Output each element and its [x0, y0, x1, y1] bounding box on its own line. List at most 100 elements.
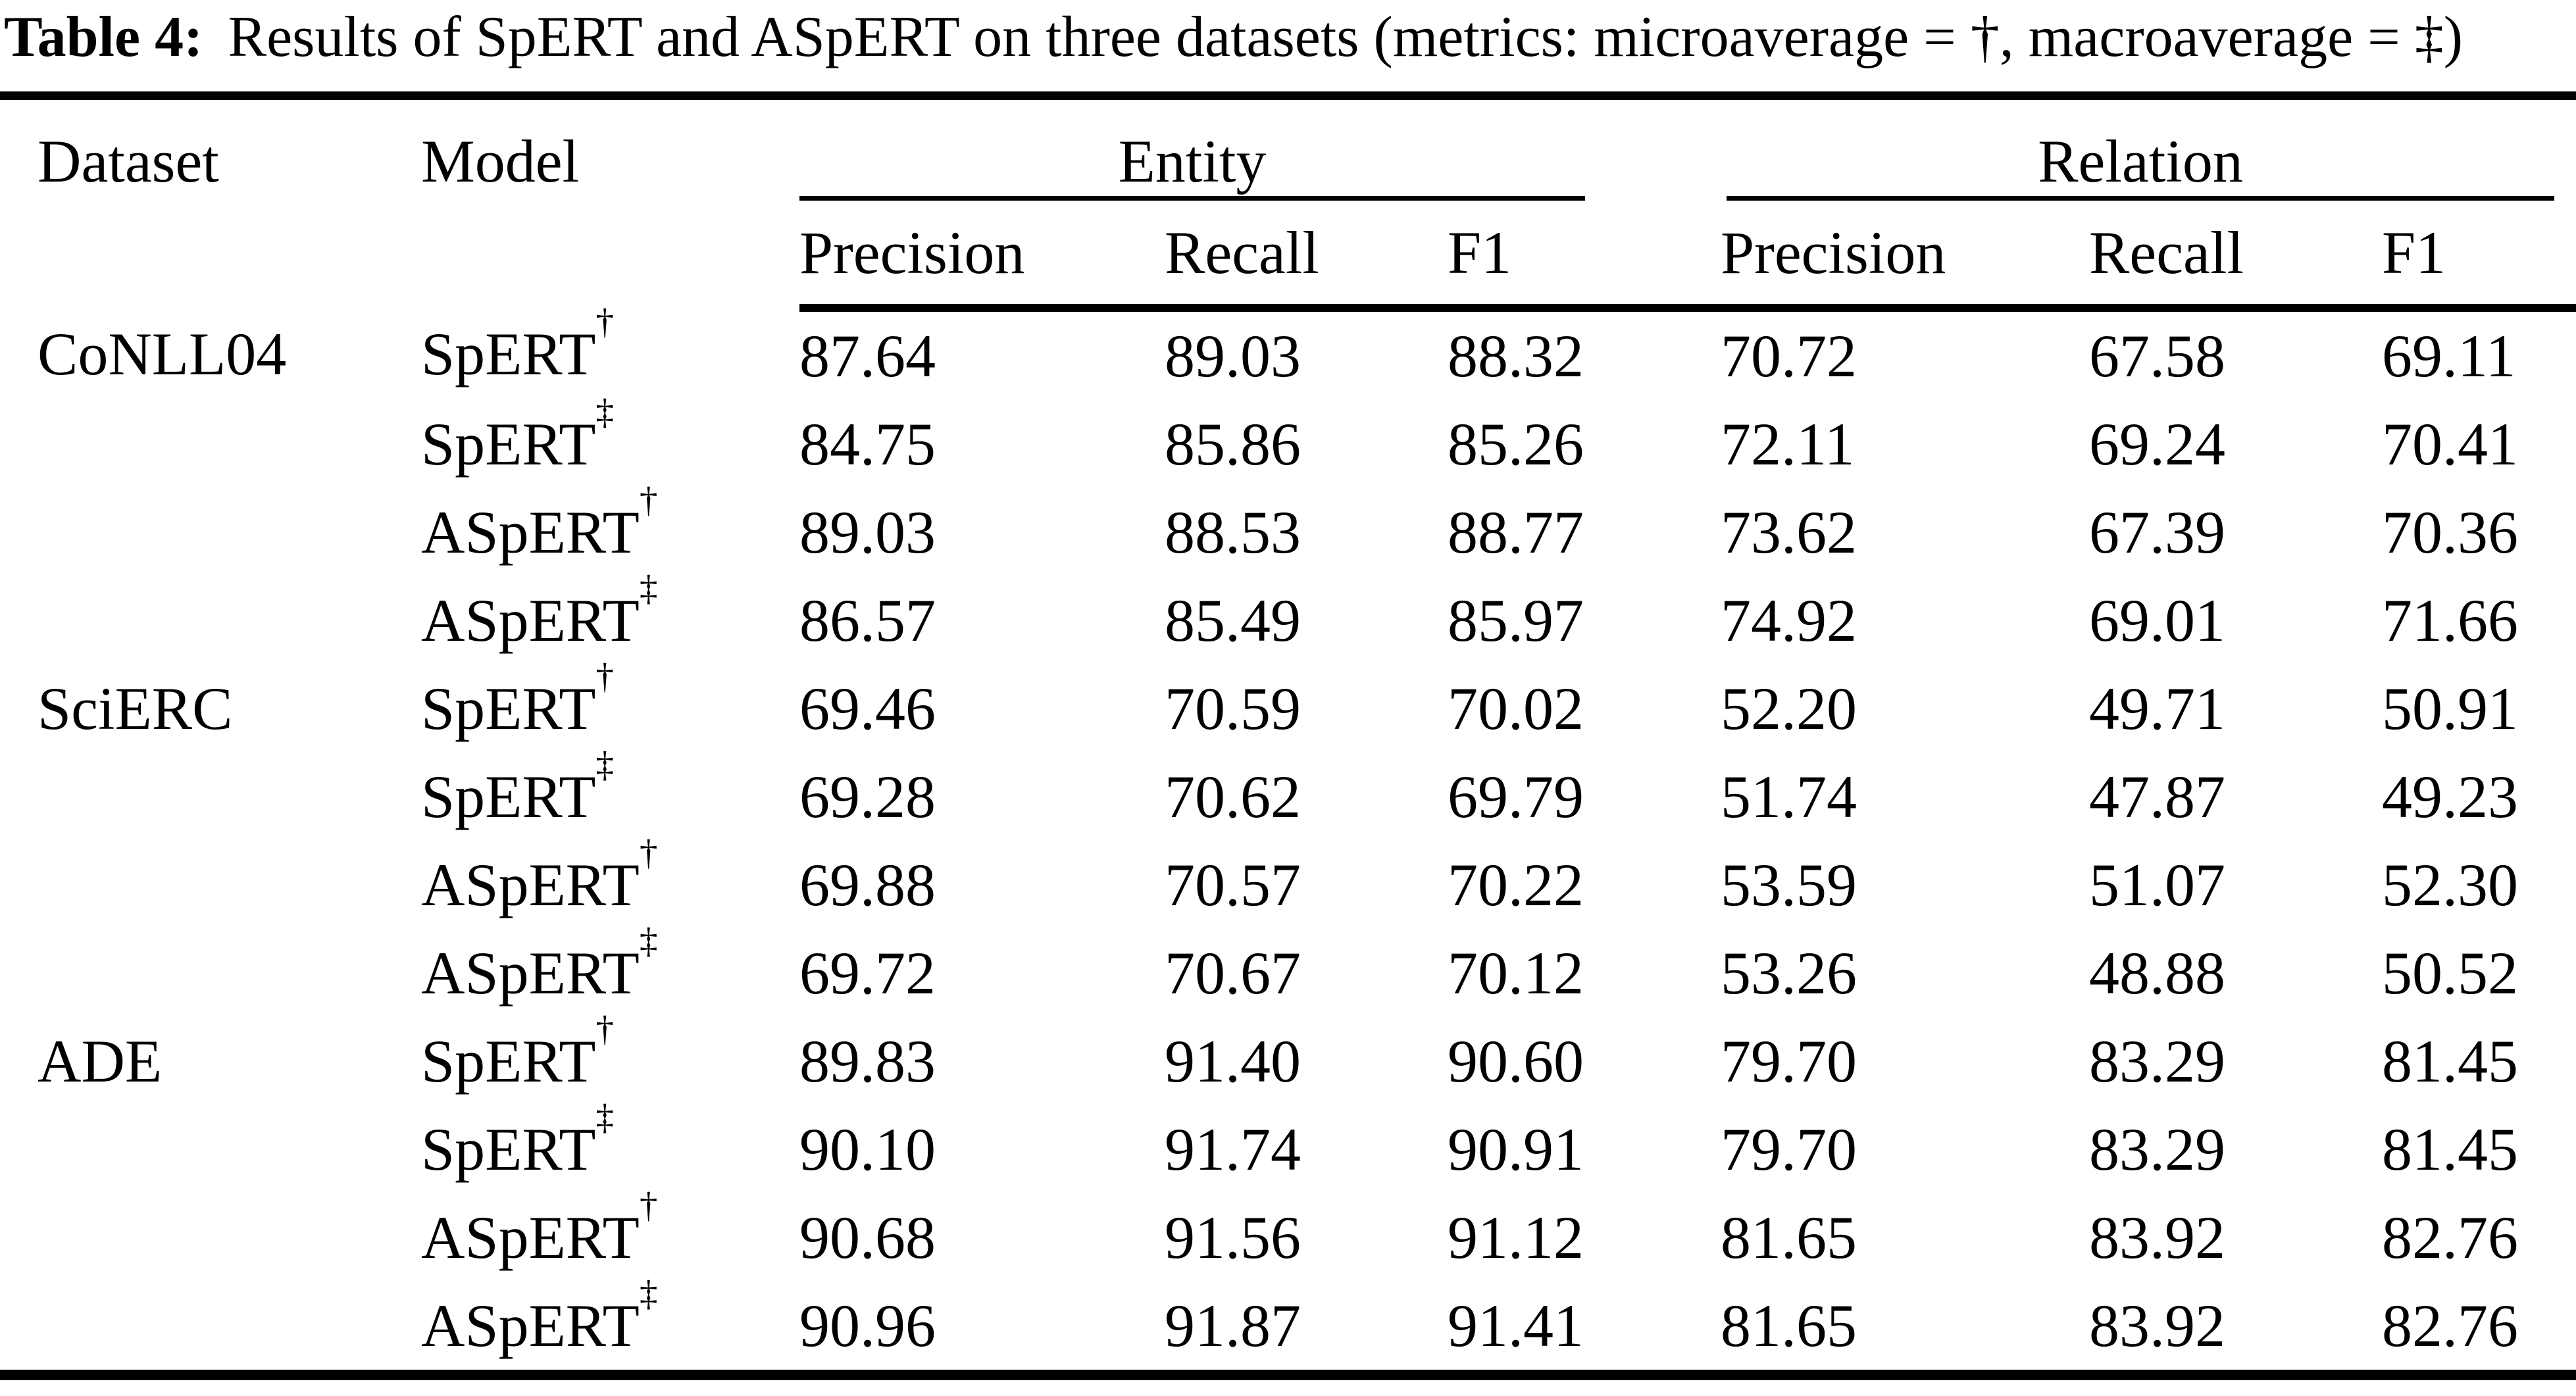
value-cell: 52.20	[1721, 675, 1857, 742]
value-cell: 91.56	[1165, 1204, 1301, 1271]
value-cell: 69.01	[2089, 587, 2226, 654]
dataset-cell	[0, 1193, 421, 1282]
value-cell: 82.76	[2382, 1204, 2519, 1271]
metric-marker: ‡	[639, 920, 658, 960]
value-cell: 48.88	[2089, 939, 2226, 1007]
value-cell: 53.59	[1721, 851, 1857, 918]
table-row: CoNLL04 SpERT† 87.64 89.03 88.32 70.72 67.58 69…	[0, 303, 2576, 400]
value-cell: 52.30	[2382, 851, 2519, 918]
model-name: SpERT	[421, 411, 596, 478]
model-cell: ASpERT‡	[421, 922, 799, 1017]
value-cell: 79.70	[1721, 1116, 1857, 1183]
results-table: Dataset Model Entity Relation Precision …	[0, 91, 2576, 1380]
model-name: ASpERT	[421, 1204, 640, 1271]
value-cell: 69.79	[1448, 763, 1584, 830]
value-cell: 90.10	[799, 1116, 936, 1183]
value-cell: 70.41	[2382, 411, 2519, 478]
relation-group-label: Relation	[1727, 100, 2555, 201]
model-cell: SpERT†	[421, 658, 799, 753]
dataset-cell	[0, 753, 421, 841]
column-header-entity-recall: Recall	[1165, 201, 1448, 312]
model-name: SpERT	[421, 1028, 596, 1095]
table-row: ASpERT† 89.03 88.53 88.77 73.62 67.39 70.36	[0, 482, 2576, 576]
value-cell: 50.52	[2382, 939, 2519, 1007]
metric-marker: †	[595, 1008, 614, 1049]
value-cell: 84.75	[799, 411, 936, 478]
value-cell: 47.87	[2089, 763, 2226, 830]
value-cell: 89.03	[1165, 322, 1301, 389]
caption-text: Results of SpERT and ASpERT on three dat…	[228, 5, 2463, 69]
column-group-entity: Entity	[799, 96, 1721, 201]
value-cell: 85.26	[1448, 411, 1584, 478]
metric-marker: ‡	[595, 1096, 614, 1137]
value-cell: 81.45	[2382, 1028, 2519, 1095]
value-cell: 69.11	[2382, 322, 2516, 389]
column-group-relation: Relation	[1721, 96, 2576, 201]
value-cell: 49.23	[2382, 763, 2519, 830]
entity-group-label: Entity	[799, 100, 1586, 201]
value-cell: 70.12	[1448, 939, 1584, 1007]
metric-marker: †	[639, 479, 658, 520]
model-name: ASpERT	[421, 851, 640, 918]
metric-marker: ‡	[595, 743, 614, 784]
value-cell: 89.83	[799, 1028, 936, 1095]
value-cell: 86.57	[799, 587, 936, 654]
metric-marker: †	[595, 301, 614, 341]
dataset-cell: SciERC	[38, 675, 233, 742]
model-cell: ASpERT‡	[421, 1275, 799, 1375]
value-cell: 81.65	[1721, 1292, 1857, 1359]
value-cell: 83.92	[2089, 1204, 2226, 1271]
column-header-entity-f1: F1	[1448, 201, 1721, 312]
table-body: CoNLL04 SpERT† 87.64 89.03 88.32 70.72 67.58 69…	[0, 303, 2576, 1375]
metric-marker: ‡	[639, 567, 658, 608]
table-row: ASpERT† 90.68 91.56 91.12 81.65 83.92 82.76	[0, 1187, 2576, 1282]
table-header: Dataset Model Entity Relation Precision …	[0, 96, 2576, 312]
value-cell: 53.26	[1721, 939, 1857, 1007]
value-cell: 51.74	[1721, 763, 1857, 830]
model-cell: SpERT†	[421, 1010, 799, 1105]
value-cell: 87.64	[799, 322, 936, 389]
metric-marker: †	[639, 1184, 658, 1225]
metric-marker: ‡	[639, 1272, 658, 1313]
table-row: ASpERT‡ 69.72 70.67 70.12 53.26 48.88 50.52	[0, 922, 2576, 1017]
model-name: ASpERT	[421, 587, 640, 654]
value-cell: 51.07	[2089, 851, 2226, 918]
model-cell: SpERT‡	[421, 1099, 799, 1193]
value-cell: 88.53	[1165, 499, 1301, 566]
value-cell: 69.72	[799, 939, 936, 1007]
column-header-entity-precision: Precision	[799, 201, 1165, 312]
value-cell: 69.46	[799, 675, 936, 742]
value-cell: 85.49	[1165, 587, 1301, 654]
model-cell: ASpERT†	[421, 1187, 799, 1282]
value-cell: 49.71	[2089, 675, 2226, 742]
table-row: SpERT‡ 69.28 70.62 69.79 51.74 47.87 49.23	[0, 746, 2576, 841]
value-cell: 90.91	[1448, 1116, 1584, 1183]
model-cell: SpERT‡	[421, 393, 799, 488]
dataset-cell	[0, 400, 421, 488]
value-cell: 85.97	[1448, 587, 1584, 654]
metric-marker: †	[639, 832, 658, 872]
value-cell: 50.91	[2382, 675, 2519, 742]
value-cell: 71.66	[2382, 587, 2519, 654]
value-cell: 70.36	[2382, 499, 2519, 566]
table-row: SpERT‡ 84.75 85.86 85.26 72.11 69.24 70.41	[0, 393, 2576, 488]
value-cell: 70.22	[1448, 851, 1584, 918]
model-cell: SpERT‡	[421, 746, 799, 841]
model-cell: ASpERT‡	[421, 570, 799, 664]
value-cell: 90.68	[799, 1204, 936, 1271]
value-cell: 90.96	[799, 1292, 936, 1359]
value-cell: 89.03	[799, 499, 936, 566]
model-name: ASpERT	[421, 939, 640, 1007]
value-cell: 85.86	[1165, 411, 1301, 478]
value-cell: 74.92	[1721, 587, 1857, 654]
dataset-cell	[0, 1105, 421, 1193]
value-cell: 91.87	[1165, 1292, 1301, 1359]
table-row: SpERT‡ 90.10 91.74 90.91 79.70 83.29 81.45	[0, 1099, 2576, 1193]
table-row: ASpERT‡ 90.96 91.87 91.41 81.65 83.92 82.76	[0, 1275, 2576, 1375]
column-header-dataset: Dataset	[38, 128, 219, 195]
results-table-container: Dataset Model Entity Relation Precision …	[0, 91, 2576, 1380]
value-cell: 67.58	[2089, 322, 2226, 389]
value-cell: 70.72	[1721, 322, 1857, 389]
column-header-relation-recall: Recall	[2089, 201, 2383, 312]
